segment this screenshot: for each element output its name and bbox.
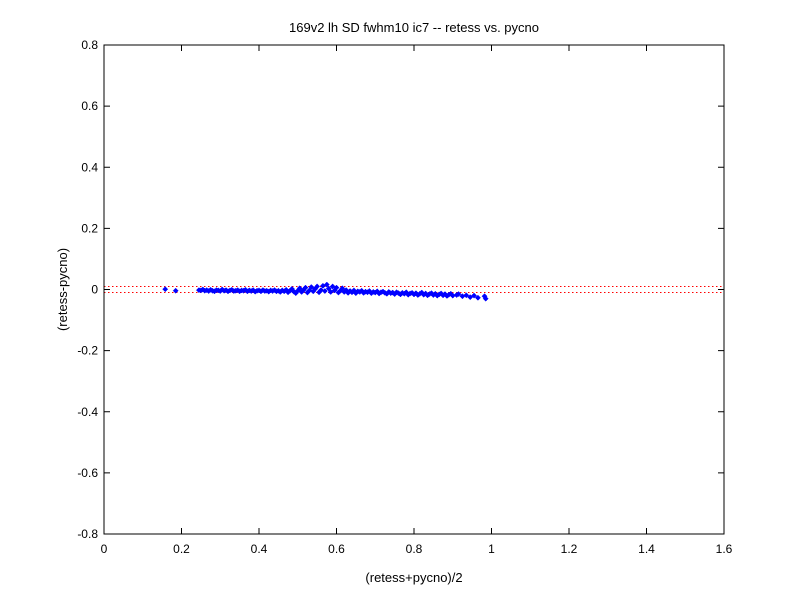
data-point bbox=[471, 292, 478, 299]
x-tick-label: 1.6 bbox=[716, 542, 733, 556]
data-point bbox=[162, 286, 169, 293]
data-point bbox=[302, 284, 309, 291]
y-tick-label: -0.2 bbox=[77, 344, 98, 358]
x-axis-ticks: 0 0.2 0.4 0.6 0.8 1 1.2 1.4 1.6 bbox=[101, 45, 733, 556]
x-tick-label: 0.6 bbox=[328, 542, 345, 556]
reference-lines bbox=[104, 285, 724, 294]
y-axis-ticks: -0.8 -0.6 -0.4 -0.2 0 0.2 0.4 0.6 0.8 bbox=[77, 38, 724, 541]
y-tick-label: -0.4 bbox=[77, 405, 98, 419]
chart-title: 169v2 lh SD fwhm10 ic7 -- retess vs. pyc… bbox=[289, 20, 539, 35]
x-tick-label: 0 bbox=[101, 542, 108, 556]
x-axis-label: (retess+pycno)/2 bbox=[365, 570, 462, 585]
data-point bbox=[172, 287, 179, 294]
x-tick-label: 0.4 bbox=[251, 542, 268, 556]
x-tick-label: 1.2 bbox=[561, 542, 578, 556]
y-tick-label: 0 bbox=[91, 283, 98, 297]
x-tick-label: 1 bbox=[488, 542, 495, 556]
data-point bbox=[314, 283, 321, 290]
y-axis-label: (retess-pycno) bbox=[55, 248, 70, 331]
data-point bbox=[321, 288, 328, 294]
y-tick-label: 0.2 bbox=[81, 221, 98, 235]
y-tick-label: -0.6 bbox=[77, 466, 98, 480]
data-point bbox=[318, 287, 324, 294]
data-point bbox=[482, 295, 489, 302]
x-tick-label: 0.2 bbox=[173, 542, 190, 556]
data-points bbox=[162, 281, 489, 302]
y-tick-label: -0.8 bbox=[77, 527, 98, 541]
y-tick-label: 0.8 bbox=[81, 38, 98, 52]
y-tick-label: 0.4 bbox=[81, 160, 98, 174]
data-point bbox=[474, 294, 481, 301]
data-point bbox=[323, 281, 330, 288]
data-point bbox=[308, 284, 315, 291]
x-tick-label: 1.4 bbox=[638, 542, 655, 556]
data-point bbox=[455, 291, 462, 298]
data-point bbox=[333, 284, 340, 291]
data-point bbox=[296, 285, 303, 292]
data-point bbox=[463, 292, 470, 299]
data-point bbox=[339, 285, 346, 292]
x-tick-label: 0.8 bbox=[406, 542, 423, 556]
y-tick-label: 0.6 bbox=[81, 99, 98, 113]
